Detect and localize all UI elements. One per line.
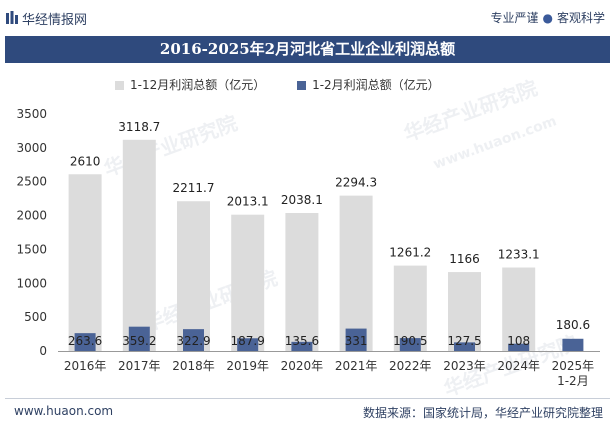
- value-label-annual: 1261.2: [389, 246, 431, 260]
- dot-separator-icon: ●: [542, 11, 553, 25]
- y-tick-label: 2000: [16, 209, 47, 223]
- y-tick-label: 2500: [16, 175, 47, 189]
- value-label-jan-feb: 127.5: [447, 334, 481, 348]
- value-label-jan-feb: 180.6: [556, 318, 590, 332]
- value-label-annual: 2610: [70, 154, 101, 168]
- bar-annual: [339, 195, 373, 351]
- bar-jan-feb: [508, 343, 530, 351]
- x-tick-label: 2016年: [64, 359, 107, 373]
- bar-jan-feb: [345, 328, 367, 351]
- y-tick-label: 0: [39, 344, 47, 358]
- legend-label-annual: 1-12月利润总额（亿元）: [130, 78, 266, 92]
- value-label-jan-feb: 263.6: [68, 334, 102, 348]
- chart-title: 2016-2025年2月河北省工业企业利润总额: [159, 40, 456, 58]
- bar-jan-feb: [454, 342, 475, 351]
- bar-jan-feb: [128, 326, 150, 351]
- y-tick-label: 3500: [16, 107, 47, 121]
- y-tick-label: 1500: [16, 242, 47, 256]
- value-label-annual: 2013.1: [227, 195, 269, 209]
- value-label-annual: 3118.7: [118, 120, 160, 134]
- x-tick-label: 2023年: [443, 359, 486, 373]
- chart-legend: 1-12月利润总额（亿元） 1-2月利润总额（亿元）: [115, 76, 468, 93]
- bar-annual: [285, 212, 319, 351]
- y-tick-label: 1000: [16, 276, 47, 290]
- bar-annual: [177, 201, 210, 351]
- value-label-annual: 2038.1: [281, 193, 323, 207]
- bar-annual: [68, 174, 102, 351]
- tagline-left: 专业严谨: [490, 11, 539, 25]
- value-label-annual: 1166: [449, 252, 480, 266]
- value-label-jan-feb: 187.9: [231, 334, 265, 348]
- x-tick-label: 2024年: [497, 359, 540, 373]
- value-label-annual: 2294.3: [335, 176, 377, 190]
- footer: www.huaon.com 数据来源：国家统计局，华经产业研究院整理: [0, 398, 615, 427]
- bar-jan-feb: [291, 341, 313, 351]
- brand-name: 华经情报网: [22, 13, 88, 28]
- title-bar: 2016-2025年2月河北省工业企业利润总额: [5, 36, 610, 63]
- bar-logo-icon: [6, 11, 18, 24]
- x-tick-label: 1-2月: [557, 374, 589, 388]
- value-label-jan-feb: 322.9: [176, 334, 210, 348]
- x-tick-label: 2020年: [281, 359, 324, 373]
- footer-divider: [5, 398, 610, 399]
- legend-swatch-jan-feb: [297, 81, 307, 90]
- bar-jan-feb: [183, 329, 204, 351]
- value-label-annual: 1233.1: [498, 248, 540, 262]
- x-tick-label: 2017年: [118, 359, 161, 373]
- legend-item-jan-feb: 1-2月利润总额（亿元）: [297, 76, 440, 93]
- value-label-jan-feb: 190.5: [393, 334, 427, 348]
- bar-annual: [122, 139, 156, 351]
- x-tick-label: 2018年: [172, 359, 215, 373]
- y-tick-label: 3000: [16, 141, 47, 155]
- top-bar: 华经情报网 专业严谨 ● 客观科学: [0, 0, 615, 36]
- x-tick-label: 2022年: [389, 359, 432, 373]
- bar-annual: [448, 272, 481, 351]
- legend-swatch-annual: [115, 81, 124, 90]
- bar-annual: [502, 267, 536, 351]
- bar-jan-feb: [74, 333, 96, 351]
- value-label-annual: 2211.7: [173, 181, 215, 195]
- tagline: 专业严谨 ● 客观科学: [490, 9, 605, 26]
- x-tick-label: 2019年: [226, 359, 269, 373]
- legend-label-jan-feb: 1-2月利润总额（亿元）: [312, 78, 440, 92]
- x-tick-label: 2021年: [335, 359, 378, 373]
- y-tick-label: 500: [24, 310, 47, 324]
- value-label-jan-feb: 108: [507, 334, 530, 348]
- footer-site[interactable]: www.huaon.com: [14, 404, 114, 418]
- bar-annual: [393, 265, 427, 351]
- value-label-jan-feb: 359.2: [122, 334, 156, 348]
- bar-annual: [231, 214, 265, 351]
- bar-jan-feb: [399, 338, 421, 351]
- bar-jan-feb: [237, 338, 259, 351]
- value-label-jan-feb: 135.6: [285, 334, 319, 348]
- bar-jan-feb: [562, 338, 584, 351]
- tagline-right: 客观科学: [556, 11, 605, 25]
- value-label-jan-feb: 331: [345, 334, 368, 348]
- legend-item-annual: 1-12月利润总额（亿元）: [115, 76, 265, 93]
- footer-source: 数据来源：国家统计局，华经产业研究院整理: [362, 406, 603, 420]
- x-tick-label: 2025年: [552, 359, 595, 373]
